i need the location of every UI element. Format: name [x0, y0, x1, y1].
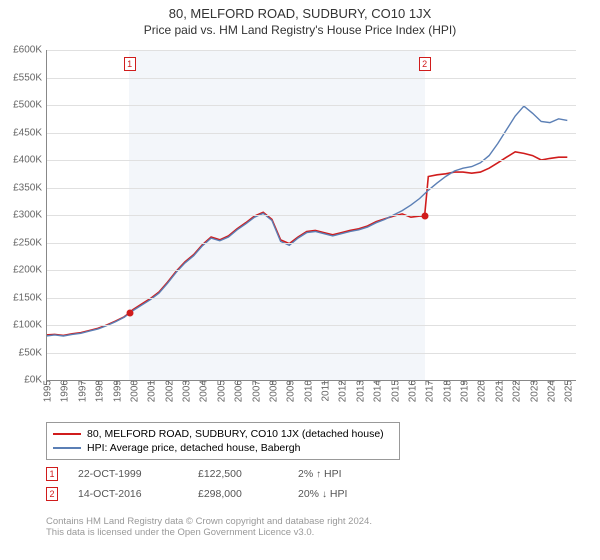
- x-tick-label: 1995: [39, 380, 54, 402]
- sale-price: £298,000: [198, 488, 278, 500]
- gridline: [46, 243, 576, 244]
- series-property: [46, 152, 567, 336]
- y-tick-label: £200K: [13, 265, 46, 276]
- sales-row-1: 1 22-OCT-1999 £122,500 2% ↑ HPI: [46, 464, 378, 484]
- x-tick-label: 2008: [264, 380, 279, 402]
- x-tick-label: 2012: [334, 380, 349, 402]
- gridline: [46, 78, 576, 79]
- y-tick-label: £450K: [13, 127, 46, 138]
- gridline: [46, 133, 576, 134]
- legend-row-hpi: HPI: Average price, detached house, Babe…: [53, 441, 393, 455]
- y-axis: [46, 50, 47, 380]
- footer-line-2: This data is licensed under the Open Gov…: [46, 527, 372, 538]
- x-axis: [46, 380, 576, 381]
- legend-swatch: [53, 433, 81, 435]
- footer-line-1: Contains HM Land Registry data © Crown c…: [46, 516, 372, 527]
- sale-dot-2: [421, 213, 428, 220]
- x-tick-label: 2010: [299, 380, 314, 402]
- x-tick-label: 2019: [456, 380, 471, 402]
- gridline: [46, 270, 576, 271]
- x-tick-label: 2002: [160, 380, 175, 402]
- sale-dot-1: [126, 309, 133, 316]
- y-tick-label: £350K: [13, 182, 46, 193]
- legend-label: 80, MELFORD ROAD, SUDBURY, CO10 1JX (det…: [87, 428, 384, 440]
- sale-key: 2: [46, 487, 58, 501]
- y-tick-label: £150K: [13, 292, 46, 303]
- y-tick-label: £300K: [13, 210, 46, 221]
- x-tick-label: 2004: [195, 380, 210, 402]
- x-tick-label: 2023: [525, 380, 540, 402]
- chart-title-2: Price paid vs. HM Land Registry's House …: [0, 21, 600, 37]
- x-tick-label: 2025: [560, 380, 575, 402]
- y-tick-label: £400K: [13, 155, 46, 166]
- gridline: [46, 160, 576, 161]
- x-tick-label: 1998: [91, 380, 106, 402]
- x-tick-label: 2011: [317, 380, 332, 402]
- x-tick-label: 2003: [178, 380, 193, 402]
- sale-marker-2: 2: [419, 57, 431, 71]
- x-tick-label: 2020: [473, 380, 488, 402]
- x-tick-label: 2022: [508, 380, 523, 402]
- sales-row-2: 2 14-OCT-2016 £298,000 20% ↓ HPI: [46, 484, 378, 504]
- x-tick-label: 2017: [421, 380, 436, 402]
- x-tick-label: 2018: [438, 380, 453, 402]
- sale-price: £122,500: [198, 468, 278, 480]
- footer-attribution: Contains HM Land Registry data © Crown c…: [46, 516, 372, 538]
- sale-marker-1: 1: [124, 57, 136, 71]
- x-tick-label: 2015: [386, 380, 401, 402]
- legend-row-property: 80, MELFORD ROAD, SUDBURY, CO10 1JX (det…: [53, 427, 393, 441]
- gridline: [46, 105, 576, 106]
- x-tick-label: 2005: [212, 380, 227, 402]
- y-tick-label: £550K: [13, 72, 46, 83]
- x-tick-label: 2013: [351, 380, 366, 402]
- x-tick-label: 2007: [247, 380, 262, 402]
- y-tick-label: £50K: [19, 347, 46, 358]
- x-tick-label: 1997: [73, 380, 88, 402]
- gridline: [46, 325, 576, 326]
- y-tick-label: £100K: [13, 320, 46, 331]
- sales-table: 1 22-OCT-1999 £122,500 2% ↑ HPI 2 14-OCT-2016…: [46, 464, 378, 504]
- sale-date: 14-OCT-2016: [78, 488, 178, 500]
- chart-container: 80, MELFORD ROAD, SUDBURY, CO10 1JX Pric…: [0, 0, 600, 560]
- sale-diff: 2% ↑ HPI: [298, 468, 378, 480]
- series-hpi: [46, 106, 567, 336]
- x-tick-label: 2016: [403, 380, 418, 402]
- legend-label: HPI: Average price, detached house, Babe…: [87, 442, 300, 454]
- y-tick-label: £600K: [13, 45, 46, 56]
- x-tick-label: 2024: [542, 380, 557, 402]
- gridline: [46, 353, 576, 354]
- x-tick-label: 1999: [108, 380, 123, 402]
- x-tick-label: 2021: [490, 380, 505, 402]
- y-tick-label: £250K: [13, 237, 46, 248]
- sale-date: 22-OCT-1999: [78, 468, 178, 480]
- legend-swatch: [53, 447, 81, 449]
- plot-area: £0K£50K£100K£150K£200K£250K£300K£350K£40…: [46, 50, 576, 380]
- legend-box: 80, MELFORD ROAD, SUDBURY, CO10 1JX (det…: [46, 422, 400, 460]
- gridline: [46, 298, 576, 299]
- x-tick-label: 2006: [230, 380, 245, 402]
- gridline: [46, 188, 576, 189]
- gridline: [46, 50, 576, 51]
- chart-title-1: 80, MELFORD ROAD, SUDBURY, CO10 1JX: [0, 0, 600, 21]
- x-tick-label: 2001: [143, 380, 158, 402]
- gridline: [46, 215, 576, 216]
- x-tick-label: 2000: [125, 380, 140, 402]
- y-tick-label: £500K: [13, 100, 46, 111]
- x-tick-label: 2009: [282, 380, 297, 402]
- sale-diff: 20% ↓ HPI: [298, 488, 378, 500]
- x-tick-label: 2014: [369, 380, 384, 402]
- sale-key: 1: [46, 467, 58, 481]
- x-tick-label: 1996: [56, 380, 71, 402]
